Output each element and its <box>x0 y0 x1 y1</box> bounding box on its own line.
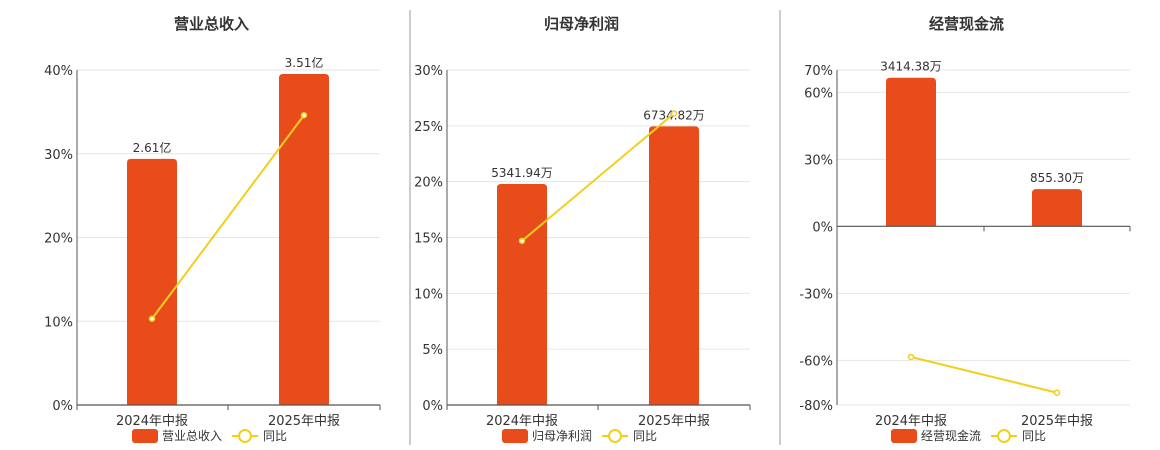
bar-data-label: 855.30万 <box>1030 171 1084 185</box>
bar <box>497 183 547 405</box>
y-tick-label: 20% <box>44 232 73 247</box>
legend-line-label: 同比 <box>263 429 287 443</box>
chart-title: 营业总收入 <box>174 15 249 33</box>
y-tick-label: -60% <box>799 354 833 369</box>
y-tick-label: -30% <box>799 287 833 302</box>
legend-bar-label: 营业总收入 <box>162 429 222 443</box>
x-category-label: 2024年中报 <box>116 414 188 429</box>
yoy-point <box>518 237 526 245</box>
chart-title: 归母净利润 <box>544 15 619 33</box>
bar-data-label: 5341.94万 <box>491 166 553 180</box>
bar <box>127 158 177 405</box>
y-tick-label: 30% <box>804 153 833 168</box>
chart-panel-3: 经营现金流 -80% -60% -30% 0% 30% 60% 70% 3414.38万 855.… <box>799 15 1131 443</box>
legend-line-marker <box>238 429 252 443</box>
y-tick-label: 0% <box>812 220 833 235</box>
y-tick-label: 30% <box>414 64 443 79</box>
y-tick-label: 20% <box>414 176 443 191</box>
y-tick-label: 0% <box>52 399 73 414</box>
yoy-line <box>151 114 305 320</box>
legend: 归母净利润 同比 <box>502 429 657 443</box>
yoy-point <box>670 110 678 117</box>
bar <box>649 126 699 405</box>
chart-panel-1: 营业总收入 0% 10% 20% 30% 40% 2.61亿 3.51亿 2024年中报 2025… <box>44 15 381 443</box>
legend-bar-swatch <box>891 429 917 443</box>
y-tick-label: 70% <box>804 64 833 79</box>
y-tick-label: 0% <box>422 399 443 414</box>
bar <box>279 74 329 405</box>
legend-line-label: 同比 <box>1022 429 1046 443</box>
yoy-point <box>148 315 156 322</box>
y-tick-label: 15% <box>414 232 443 247</box>
x-category-label: 2025年中报 <box>268 414 340 429</box>
y-tick-label: 10% <box>44 315 73 330</box>
y-tick-label: -80% <box>799 399 833 414</box>
y-tick-label: 40% <box>44 64 73 79</box>
legend-bar-label: 经营现金流 <box>921 428 981 443</box>
y-tick-label: 60% <box>804 86 833 101</box>
y-tick-label: 25% <box>414 120 443 135</box>
chart-panel-2: 归母净利润0%5%10%15%20%25%30%5341.94万6734.82万… <box>414 15 751 443</box>
y-tick-label: 30% <box>44 148 73 163</box>
bar <box>886 77 936 227</box>
yoy-line <box>910 356 1058 394</box>
y-tick-label: 5% <box>422 343 443 358</box>
x-category-label: 2025年中报 <box>638 414 710 429</box>
chart-title: 经营现金流 <box>929 15 1004 33</box>
yoy-point <box>1053 389 1061 396</box>
yoy-point <box>907 353 915 361</box>
yoy-point <box>300 111 308 119</box>
x-category-label: 2024年中报 <box>486 414 558 429</box>
x-category-label: 2024年中报 <box>875 414 947 429</box>
legend-line-label: 同比 <box>633 429 657 443</box>
legend: 营业总收入 同比 <box>132 429 287 443</box>
legend: 经营现金流 同比 <box>891 428 1046 443</box>
x-category-label: 2025年中报 <box>1021 414 1093 429</box>
y-tick-label: 10% <box>414 287 443 302</box>
bar <box>1032 189 1082 227</box>
legend-line-marker <box>997 429 1011 443</box>
legend-bar-label: 归母净利润 <box>532 429 592 443</box>
bar-data-label: 3.51亿 <box>285 55 324 70</box>
bar-data-label: 3414.38万 <box>880 60 942 74</box>
bar-data-label: 2.61亿 <box>133 140 172 155</box>
legend-line-marker <box>608 429 622 443</box>
legend-bar-swatch <box>132 429 158 443</box>
yoy-line <box>521 112 675 242</box>
legend-bar-swatch <box>502 429 528 443</box>
